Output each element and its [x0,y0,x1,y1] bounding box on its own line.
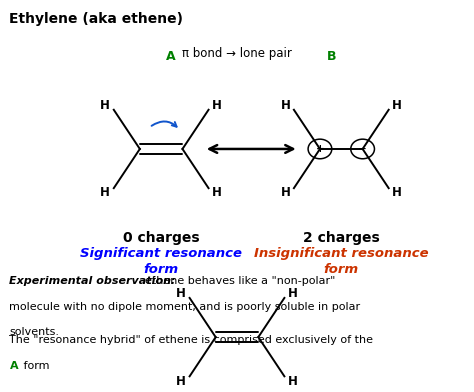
Text: A: A [166,50,175,63]
Text: ethene behaves like a "non-polar": ethene behaves like a "non-polar" [145,276,335,287]
Text: H: H [212,98,222,112]
Text: H: H [288,374,298,388]
Text: −: − [358,144,367,154]
Text: Ethylene (aka ethene): Ethylene (aka ethene) [9,12,183,26]
Text: Significant resonance
form: Significant resonance form [80,247,242,276]
Text: Insignificant resonance
form: Insignificant resonance form [254,247,428,276]
Text: 0 charges: 0 charges [123,231,200,245]
Text: H: H [176,287,186,300]
Text: +: + [316,144,324,154]
Text: Experimental observation:: Experimental observation: [9,276,176,287]
Text: H: H [100,186,110,200]
Text: H: H [281,186,290,200]
Text: molecule with no dipole moment, and is poorly soluble in polar: molecule with no dipole moment, and is p… [9,302,361,312]
Text: form: form [20,361,49,371]
Text: H: H [288,287,298,300]
Text: H: H [100,98,110,112]
FancyArrowPatch shape [152,122,177,127]
Text: H: H [281,98,290,112]
Text: 2 charges: 2 charges [303,231,380,245]
Text: The "resonance hybrid" of ethene is comprised exclusively of the: The "resonance hybrid" of ethene is comp… [9,335,374,345]
Text: π bond → lone pair: π bond → lone pair [182,47,292,60]
Text: solvents.: solvents. [9,327,59,338]
Text: H: H [392,186,402,200]
Text: H: H [212,186,222,200]
Text: H: H [392,98,402,112]
Text: B: B [327,50,337,63]
Text: A: A [9,361,18,371]
Text: H: H [176,374,186,388]
